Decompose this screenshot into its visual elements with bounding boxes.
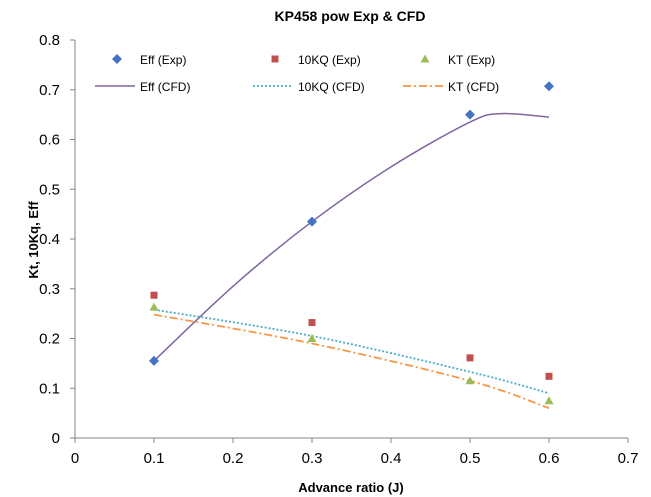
x-tick-label: 0.6 xyxy=(539,450,560,467)
legend-marker-kt-exp xyxy=(420,54,430,63)
y-tick-label: 0 xyxy=(52,430,60,447)
x-tick-label: 0 xyxy=(71,450,79,467)
legend-label-eff-cfd: Eff (CFD) xyxy=(140,80,190,94)
y-tick-label: 0.1 xyxy=(39,380,60,397)
x-tick-label: 0.2 xyxy=(223,450,244,467)
legend-label-kt-cfd: KT (CFD) xyxy=(448,80,499,94)
x-ticks: 0 0.1 0.2 0.3 0.4 0.5 0.6 0.7 xyxy=(71,438,639,467)
data-point-10kq-exp xyxy=(545,372,553,380)
series-line-10kq-cfd xyxy=(153,308,550,395)
y-tick-label: 0.3 xyxy=(39,281,60,298)
data-point-10kq-exp xyxy=(150,291,158,299)
data-point-kt-exp xyxy=(307,334,317,342)
data-point-kt-exp xyxy=(465,376,475,385)
series-markers xyxy=(149,81,554,405)
data-point-10kq-exp xyxy=(308,319,316,327)
legend-label-10kq-exp: 10KQ (Exp) xyxy=(298,53,361,67)
x-tick-label: 0.7 xyxy=(618,450,639,467)
legend-marker-10kq-exp xyxy=(271,55,279,63)
series-line-kt-cfd xyxy=(153,313,550,410)
legend-label-eff-exp: Eff (Exp) xyxy=(140,53,186,67)
data-point-kt-exp xyxy=(544,396,554,405)
x-tick-label: 0.5 xyxy=(460,450,481,467)
y-tick-label: 0.4 xyxy=(39,231,60,248)
legend-label-10kq-cfd: 10KQ (CFD) xyxy=(298,80,365,94)
x-tick-label: 0.3 xyxy=(302,450,323,467)
legend: Eff (Exp) 10KQ (Exp) KT (Exp) Eff (CFD) 10KQ… xyxy=(95,53,499,94)
y-tick-label: 0.8 xyxy=(39,32,60,49)
y-tick-label: 0.5 xyxy=(39,181,60,198)
legend-label-kt-exp: KT (Exp) xyxy=(448,53,495,67)
y-tick-label: 0.7 xyxy=(39,82,60,99)
series-line-eff-cfd xyxy=(153,112,550,362)
y-tick-label: 0.6 xyxy=(39,132,60,149)
series-lines xyxy=(153,112,550,410)
data-point-eff-exp xyxy=(544,81,554,92)
data-point-eff-exp xyxy=(149,355,159,366)
chart-title: KP458 pow Exp & CFD xyxy=(275,8,426,24)
x-axis-label: Advance ratio (J) xyxy=(298,480,403,495)
legend-marker-eff-exp xyxy=(112,54,122,64)
x-tick-label: 0.4 xyxy=(381,450,402,467)
y-axis-label: Kt, 10Kq, Eff xyxy=(26,201,41,279)
data-point-kt-exp xyxy=(149,302,159,311)
data-point-eff-exp xyxy=(307,216,317,227)
data-point-10kq-exp xyxy=(466,354,474,362)
data-point-eff-exp xyxy=(465,109,475,120)
y-ticks: 0 0.1 0.2 0.3 0.4 0.5 0.6 0.7 0.8 xyxy=(39,32,75,447)
x-tick-label: 0.1 xyxy=(144,450,165,467)
y-tick-label: 0.2 xyxy=(39,331,60,348)
